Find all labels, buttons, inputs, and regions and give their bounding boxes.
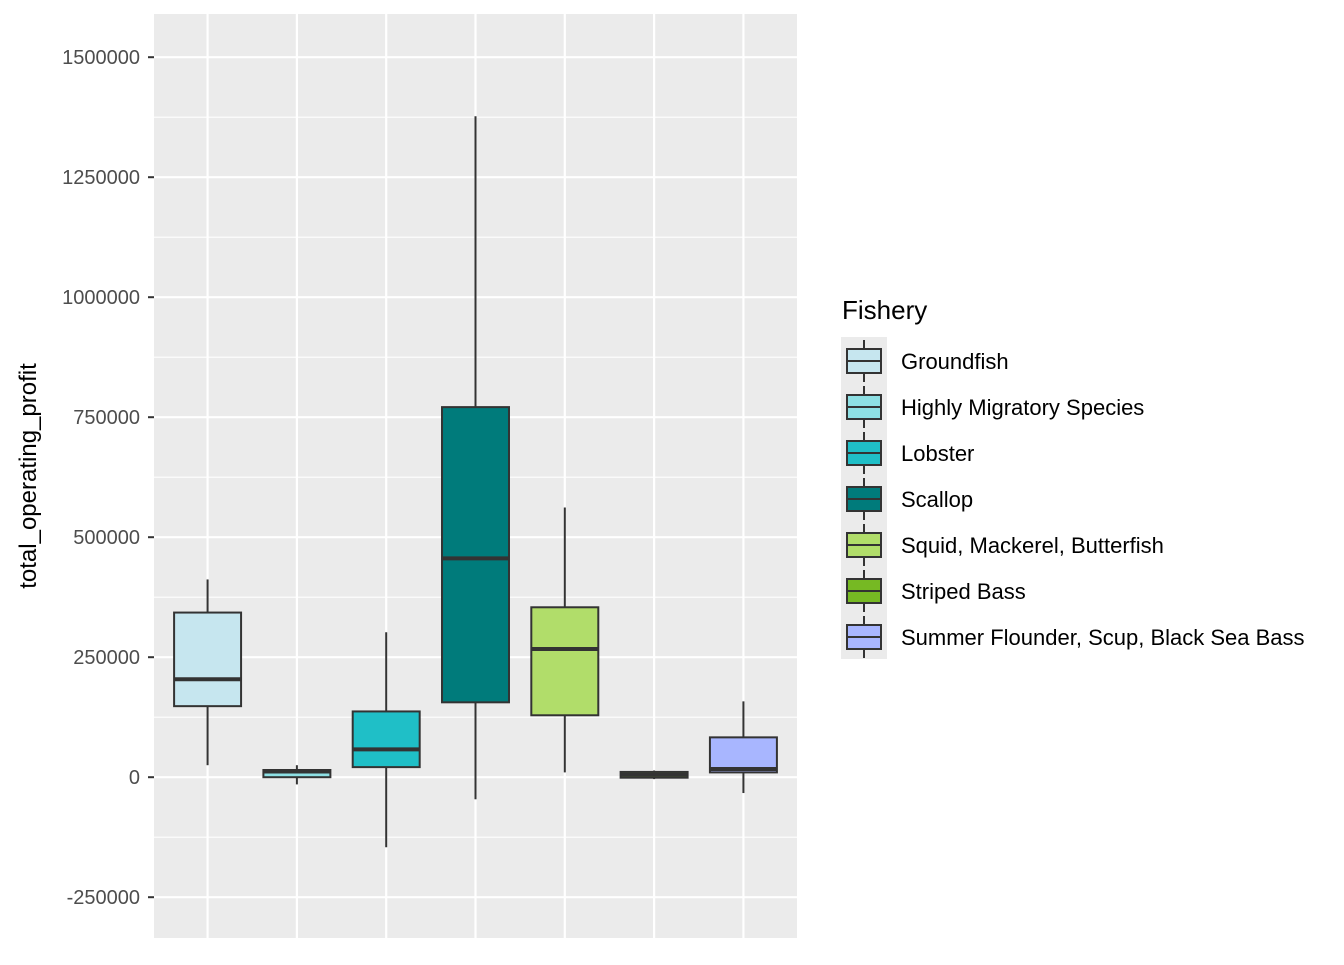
legend-item: Striped Bass [846,570,1026,612]
box-highly-migratory-species [262,765,332,785]
box-groundfish [173,579,243,766]
legend-item: Summer Flounder, Scup, Black Sea Bass [846,616,1305,658]
y-tick-label: 0 [129,767,140,789]
box-squid-mackerel-butterfish [530,507,600,773]
y-tick-label: 500000 [73,527,140,549]
box-scallop [441,116,510,800]
box-lobster [351,632,421,848]
box-iqr [530,606,600,717]
legend-label: Summer Flounder, Scup, Black Sea Bass [901,625,1305,650]
legend-item: Lobster [846,432,974,474]
legend-label: Squid, Mackerel, Butterfish [901,533,1164,558]
legend-label: Scallop [901,487,973,512]
legend-label: Striped Bass [901,579,1026,604]
box-summer-flounder-scup-black-sea-bass [708,701,778,794]
box-iqr [351,710,421,769]
legend-label: Highly Migratory Species [901,395,1144,420]
box-iqr [441,406,510,704]
boxes [173,116,778,848]
legend-item: Groundfish [846,340,1009,382]
legend-label: Lobster [901,441,974,466]
y-tick-label: 1250000 [62,167,140,189]
y-tick-label: 1000000 [62,287,140,309]
legend-item: Squid, Mackerel, Butterfish [846,524,1164,566]
y-tick-label: 750000 [73,407,140,429]
legend-item: Scallop [846,478,973,520]
y-tick-label: -250000 [67,887,140,909]
y-axis-title: total_operating_profit [15,363,42,589]
box-iqr [173,611,243,708]
legend-title: Fishery [842,295,927,325]
legend: Fishery Groundfish Highly Migratory Speci… [841,295,1305,659]
y-tick-label: 250000 [73,647,140,669]
y-tick-label: 1500000 [62,47,140,69]
box-striped-bass [619,770,689,780]
y-axis: -250000 0 250000 500000 750000 1000000 1250000… [62,47,154,909]
box-iqr [708,736,778,774]
legend-item: Highly Migratory Species [846,386,1144,428]
legend-label: Groundfish [901,349,1009,374]
